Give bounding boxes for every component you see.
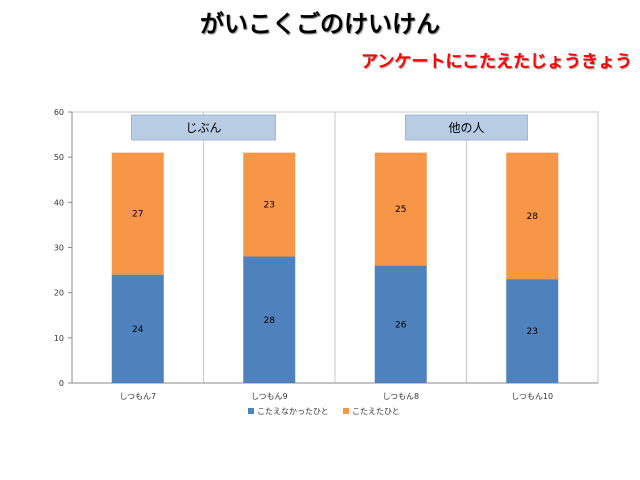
bar-segment xyxy=(506,279,559,383)
y-tick-label: 10 xyxy=(54,334,64,343)
bar-segment xyxy=(374,265,427,383)
bar-segment xyxy=(111,152,164,275)
y-tick-label: 60 xyxy=(54,108,64,117)
data-label: 23 xyxy=(264,201,275,211)
y-tick-label: 50 xyxy=(54,153,64,162)
group-label: じぶん xyxy=(185,121,221,135)
data-label: 27 xyxy=(132,210,143,220)
legend-swatch xyxy=(248,408,254,414)
bar-segment xyxy=(243,152,296,257)
data-label: 28 xyxy=(264,316,276,326)
legend-label: こたえなかったひと xyxy=(257,407,329,416)
y-tick-label: 40 xyxy=(54,198,64,207)
data-label: 28 xyxy=(527,212,539,222)
page-title: がいこくごのけいけん xyxy=(200,10,440,38)
data-label: 24 xyxy=(132,325,144,335)
y-tick-label: 20 xyxy=(54,289,64,298)
x-tick-label: しつもん10 xyxy=(511,392,553,401)
data-label: 23 xyxy=(527,327,538,337)
bar-segment xyxy=(243,256,296,383)
y-tick-label: 30 xyxy=(54,244,64,253)
page-subtitle: アンケートにこたえたじょうきょう xyxy=(361,52,632,72)
group-label-box xyxy=(131,114,276,141)
y-tick-label: 0 xyxy=(59,379,64,388)
data-label: 26 xyxy=(395,320,407,330)
bar-segment xyxy=(506,152,559,280)
legend-label: こたえたひと xyxy=(352,407,400,416)
x-tick-label: しつもん8 xyxy=(382,392,419,401)
bar-segment xyxy=(374,152,427,266)
x-tick-label: しつもん7 xyxy=(119,392,156,401)
group-label-box xyxy=(405,114,528,141)
bar-segment xyxy=(111,274,164,383)
data-label: 25 xyxy=(395,205,406,215)
group-label: 他の人 xyxy=(448,121,484,135)
legend-swatch xyxy=(343,408,349,414)
x-tick-label: しつもん9 xyxy=(251,392,288,401)
